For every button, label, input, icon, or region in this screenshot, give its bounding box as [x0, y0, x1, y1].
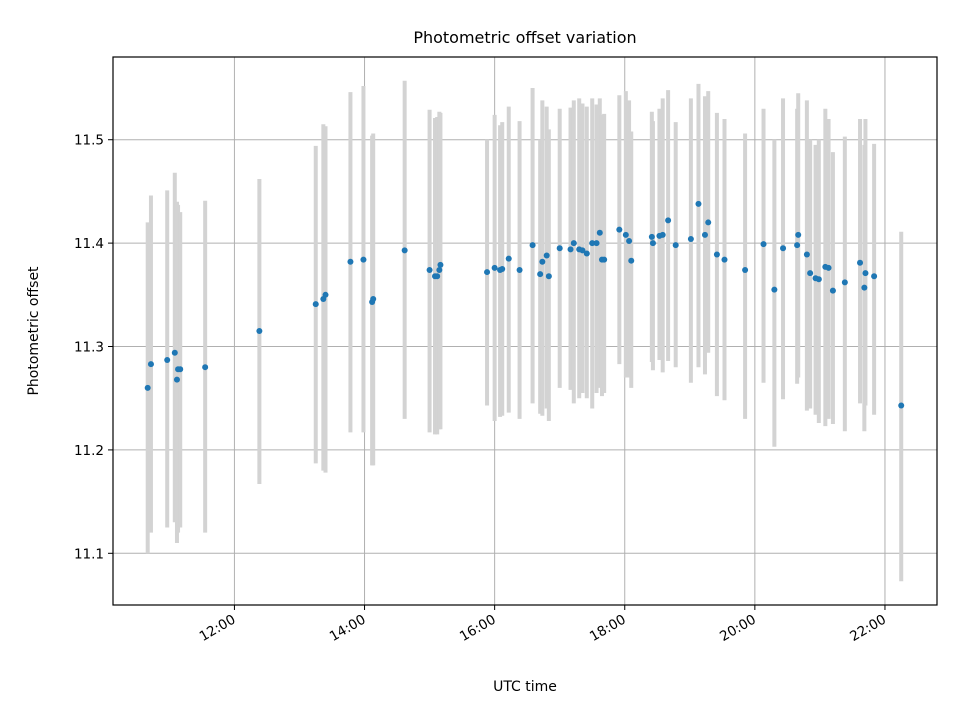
y-tick-label: 11.5 — [74, 133, 104, 149]
data-point — [589, 240, 596, 247]
data-point — [601, 256, 608, 263]
data-point — [164, 356, 171, 363]
data-point — [556, 245, 563, 252]
data-point — [871, 273, 878, 280]
data-point — [583, 250, 590, 257]
data-point — [628, 257, 635, 264]
data-point — [579, 247, 586, 254]
data-point — [807, 270, 814, 277]
data-point — [173, 376, 180, 383]
data-point — [803, 251, 810, 258]
data-point — [144, 384, 151, 391]
y-axis-label: Photometric offset — [26, 266, 42, 396]
data-point — [539, 258, 546, 265]
data-point — [616, 226, 623, 233]
data-point — [713, 251, 720, 258]
data-point — [705, 219, 712, 226]
data-point — [256, 328, 263, 334]
data-point — [505, 255, 512, 262]
data-point — [593, 240, 600, 247]
data-point — [760, 241, 767, 248]
y-tick-label: 11.3 — [74, 340, 104, 356]
data-point — [829, 287, 836, 294]
data-point — [721, 256, 728, 263]
data-point — [529, 242, 536, 249]
data-point — [861, 284, 868, 291]
data-point — [537, 271, 544, 278]
data-point — [426, 266, 433, 273]
data-points — [144, 200, 905, 409]
data-point — [626, 238, 633, 245]
data-point — [648, 233, 655, 240]
data-point — [434, 273, 441, 280]
y-tick-label: 11.1 — [74, 546, 104, 562]
chart-title: Photometric offset variation — [413, 28, 636, 47]
data-point — [177, 366, 184, 373]
data-point — [695, 200, 702, 207]
data-point — [543, 252, 550, 259]
data-point — [794, 242, 801, 249]
data-point — [672, 242, 679, 249]
data-point — [665, 217, 672, 224]
data-point — [815, 276, 822, 283]
data-point — [516, 266, 523, 273]
data-point — [701, 231, 708, 238]
y-tick-label: 11.2 — [74, 443, 104, 459]
data-point — [649, 240, 656, 247]
data-point — [347, 258, 354, 265]
x-axis-label: UTC time — [493, 679, 557, 695]
data-point — [567, 246, 574, 253]
data-point — [437, 261, 444, 268]
data-point — [659, 231, 666, 238]
data-point — [491, 264, 498, 271]
data-point — [622, 231, 629, 238]
data-point — [570, 240, 577, 247]
data-point — [825, 264, 832, 271]
data-point — [436, 266, 443, 273]
data-point — [795, 231, 802, 238]
data-point — [312, 301, 319, 308]
data-point — [499, 265, 506, 272]
data-point — [898, 402, 905, 409]
data-point — [862, 270, 869, 277]
plot-frame — [112, 56, 938, 606]
y-axis-ticks: 11.1 11.2 11.3 11.4 11.5 — [74, 133, 113, 562]
data-point — [771, 286, 778, 293]
y-tick-label: 11.4 — [74, 236, 104, 252]
data-point — [202, 364, 209, 371]
data-point — [857, 259, 864, 266]
data-point — [484, 269, 491, 276]
data-point — [742, 266, 749, 273]
data-point — [687, 235, 694, 242]
data-point — [147, 361, 154, 368]
data-point — [596, 229, 603, 236]
data-point — [322, 291, 329, 298]
data-point — [360, 256, 367, 263]
data-point — [841, 279, 848, 286]
data-point — [171, 349, 178, 356]
data-point — [370, 295, 377, 302]
data-point — [401, 247, 408, 254]
data-point — [545, 273, 552, 280]
data-point — [780, 245, 787, 252]
